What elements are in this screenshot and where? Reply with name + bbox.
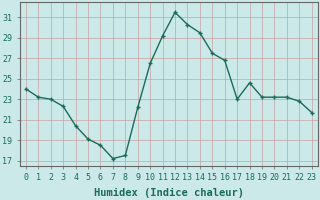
X-axis label: Humidex (Indice chaleur): Humidex (Indice chaleur) — [94, 188, 244, 198]
